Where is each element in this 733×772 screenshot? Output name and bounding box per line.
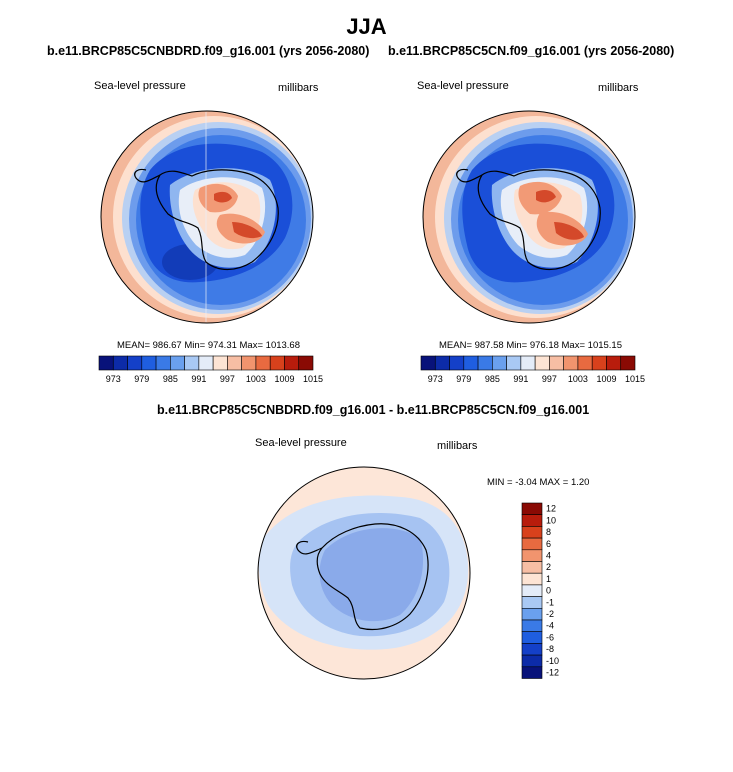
diff-stats: MIN = -3.04 MAX = 1.20	[487, 477, 590, 488]
panel-1-colorbar-swatch	[127, 355, 143, 371]
panel-1-stats: MEAN= 986.67 Min= 974.31 Max= 1013.68	[117, 340, 300, 351]
panel-1-colorbar-swatch	[98, 355, 114, 371]
panel-1-colorbar-label: 997	[220, 374, 235, 384]
panel-1-colorbar-swatch	[284, 355, 300, 371]
diff-colorbar-swatch	[521, 561, 543, 574]
diff-colorbar-swatch	[521, 584, 543, 597]
panel-1-colorbar-swatch	[212, 355, 228, 371]
diff-colorbar-swatch	[521, 549, 543, 562]
panel-2-colorbar-label: 1003	[568, 374, 588, 384]
panel-1-colorbar-label: 973	[106, 374, 121, 384]
panel-2-colorbar-swatch	[577, 355, 593, 371]
diff-colorbar-label: -4	[546, 621, 554, 631]
diff-field	[258, 467, 470, 679]
diff-colorbar-label: -10	[546, 656, 559, 666]
panel-1-colorbar-label: 985	[163, 374, 178, 384]
panel-2-colorbar-label: 1009	[596, 374, 616, 384]
diff-colorbar-swatch	[521, 526, 543, 539]
panel-2-colorbar-label: 985	[485, 374, 500, 384]
diff-colorbar-swatch	[521, 654, 543, 668]
diff-variable: Sea-level pressure	[255, 437, 347, 449]
panel-2-colorbar: 973 979 985 991 997 1003 1009 1015	[420, 355, 645, 384]
panel-2-colorbar-swatch	[463, 355, 479, 371]
diff-colorbar-label: 4	[546, 551, 551, 561]
panel-2-colorbar-swatch	[591, 355, 607, 371]
diff-units: millibars	[437, 440, 478, 452]
panel-1-colorbar-swatch	[255, 355, 271, 371]
diff-colorbar-label: -6	[546, 632, 554, 642]
panel-1-colorbar-swatch	[227, 355, 242, 371]
panel-1-colorbar-swatch	[170, 355, 185, 371]
diff-colorbar-swatch	[521, 537, 543, 551]
panel-2-colorbar-swatch	[449, 355, 465, 371]
panel-1-colorbar: 973 979 985 991 997 1003 1009 1015	[98, 355, 323, 384]
panel-1-colorbar-swatch	[155, 355, 171, 371]
panel-1-colorbar-label: 991	[191, 374, 206, 384]
diff-colorbar-swatch	[521, 619, 543, 632]
panel-2-colorbar-swatch	[620, 355, 636, 371]
panel-1-colorbar-label: 1003	[246, 374, 266, 384]
diff-colorbar-swatch	[521, 502, 543, 515]
diff-colorbar-swatch	[521, 572, 543, 586]
diff-colorbar-swatch	[521, 608, 543, 621]
panel-1-colorbar-label: 1015	[303, 374, 323, 384]
diff-colorbar-label: -8	[546, 644, 554, 654]
panel-2-colorbar-swatch	[606, 355, 622, 371]
panel-1-variable: Sea-level pressure	[94, 80, 186, 92]
panel-2-colorbar-swatch	[534, 355, 550, 371]
panel-2-colorbar-swatch	[549, 355, 564, 371]
panel-1-colorbar-swatch	[141, 355, 157, 371]
diff-title: b.e11.BRCP85C5CNBDRD.f09_g16.001 - b.e11…	[157, 403, 590, 417]
panel-1-colorbar-swatch	[269, 355, 285, 371]
diff-colorbar-label: 8	[546, 527, 551, 537]
panel-2-colorbar-swatch	[506, 355, 522, 371]
diff-colorbar-label: 10	[546, 515, 556, 525]
panel-2-colorbar-swatch	[563, 355, 579, 371]
panel-1-colorbar-swatch	[298, 355, 314, 371]
panel-2-field	[423, 111, 635, 323]
panel-2-title: b.e11.BRCP85C5CN.f09_g16.001 (yrs 2056-2…	[388, 44, 675, 58]
diff-colorbar-label: 6	[546, 539, 551, 549]
panel-2-units: millibars	[598, 82, 639, 94]
diff-colorbar-swatch	[521, 514, 543, 527]
panel-1-title: b.e11.BRCP85C5CNBDRD.f09_g16.001 (yrs 20…	[47, 44, 370, 58]
season-title: JJA	[346, 14, 387, 39]
panel-1-colorbar-label: 1009	[274, 374, 294, 384]
diff-colorbar-label: -1	[546, 597, 554, 607]
panel-2-colorbar-label: 997	[542, 374, 557, 384]
panel-1-colorbar-swatch	[198, 355, 214, 371]
diff-colorbar-label: -2	[546, 609, 554, 619]
diff-colorbar-label: 2	[546, 562, 551, 572]
panel-2-stats: MEAN= 987.58 Min= 976.18 Max= 1015.15	[439, 340, 622, 351]
panel-1-units: millibars	[278, 82, 319, 94]
panel-1-colorbar-swatch	[241, 355, 257, 371]
panel-2-colorbar-swatch	[434, 355, 450, 371]
diff-colorbar-label: -12	[546, 668, 559, 678]
panel-2-colorbar-swatch	[492, 355, 507, 371]
panel-2-colorbar-swatch	[477, 355, 493, 371]
panel-1-colorbar-swatch	[184, 355, 200, 371]
panel-2-colorbar-swatch	[420, 355, 436, 371]
panel-2-colorbar-label: 979	[456, 374, 471, 384]
diff-colorbar-label: 0	[546, 586, 551, 596]
diff-colorbar-swatch	[521, 666, 543, 679]
diff-colorbar-label: 1	[546, 574, 551, 584]
panel-2-colorbar-label: 991	[513, 374, 528, 384]
panel-2-colorbar-label: 1015	[625, 374, 645, 384]
diff-colorbar-swatch	[521, 631, 543, 644]
panel-1-colorbar-swatch	[112, 355, 128, 371]
panel-1-colorbar-label: 979	[134, 374, 149, 384]
diff-colorbar-swatch	[521, 643, 543, 656]
panel-2-colorbar-swatch	[520, 355, 536, 371]
panel-1-field	[101, 111, 313, 323]
panel-2-variable: Sea-level pressure	[417, 80, 509, 92]
diff-colorbar-swatch	[521, 596, 543, 609]
diff-colorbar-label: 12	[546, 504, 556, 514]
panel-2-colorbar-label: 973	[428, 374, 443, 384]
